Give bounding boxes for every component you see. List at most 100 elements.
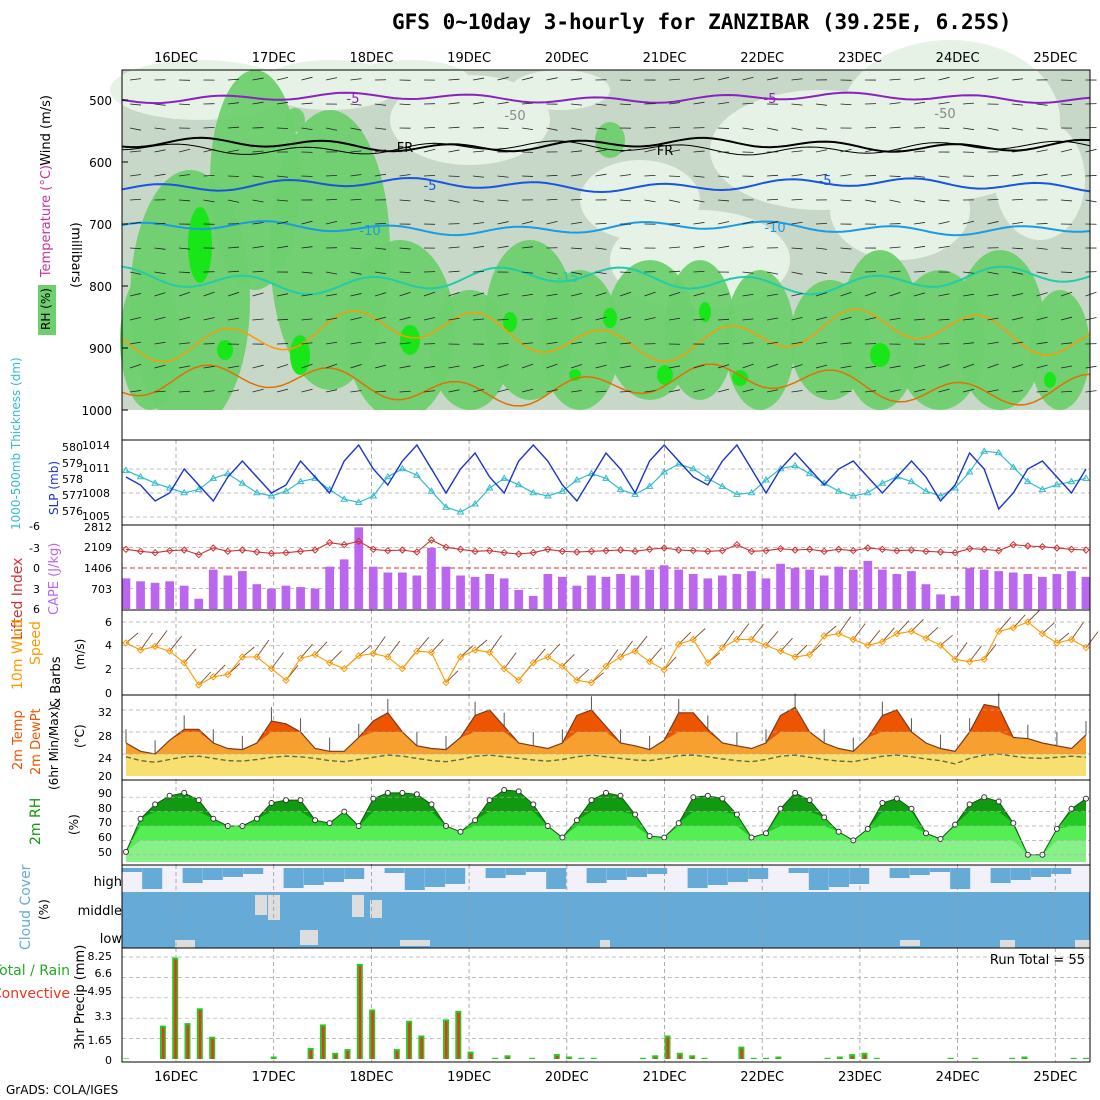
rh2-marker [413, 791, 420, 798]
wind-barb [913, 77, 926, 81]
wind-barb [497, 364, 509, 369]
wind-barb [570, 341, 583, 345]
wind-barb [791, 103, 803, 106]
rh-saturated-region [603, 308, 617, 328]
side-label-wind: Wind (m/s) [39, 95, 54, 166]
rh-saturated-region [503, 312, 517, 332]
wind-barb [129, 198, 142, 201]
wind-speed-marker [733, 635, 741, 644]
wind-barb [227, 102, 240, 105]
date-label-top: 20DEC [545, 51, 589, 66]
wind-barb [1036, 292, 1048, 297]
contour-label: -5 [819, 174, 832, 189]
wind-speed-marker [224, 670, 232, 679]
wind-barb [619, 271, 632, 274]
cloud-high-bar [849, 868, 870, 884]
lifted-index-marker [776, 544, 785, 553]
wind-barb [301, 220, 313, 225]
wind-barb [445, 670, 459, 683]
surface-mask [122, 410, 1090, 440]
thickness-marker [994, 448, 1003, 456]
wind-barb [252, 150, 264, 153]
cloud-high-bar [990, 868, 1011, 883]
wind-barb [227, 126, 240, 129]
wind-barb [546, 127, 558, 131]
precip-bar-convective [161, 1027, 165, 1059]
wind-barb [938, 101, 950, 105]
wind-barb [889, 102, 901, 105]
wind-barb [198, 671, 212, 686]
wind-barb [178, 148, 191, 153]
wind-barb [595, 316, 607, 321]
thickness-marker [1023, 477, 1032, 485]
wind-barb [840, 174, 852, 177]
wind-barb [678, 631, 692, 645]
wind-barb [570, 78, 583, 81]
rh2-marker [384, 789, 391, 796]
rh2-marker [777, 805, 784, 812]
wind-barb [570, 103, 583, 106]
wind-barb [1011, 174, 1024, 177]
cape-bar [1023, 574, 1033, 609]
wind-barb [668, 246, 681, 249]
rh2-axis-unit: (%) [67, 814, 81, 835]
wind-barb [693, 245, 705, 249]
wind-speed-marker [849, 635, 857, 644]
wind-barb [668, 102, 681, 105]
wind-barb [889, 78, 901, 81]
cloud-axis-unit: (%) [37, 899, 51, 920]
wind-barb [644, 126, 656, 129]
cape-bar [485, 574, 494, 609]
rh2-marker [428, 801, 435, 808]
wind-barb [252, 245, 264, 249]
rh2-marker [559, 834, 566, 841]
wind-barb [644, 174, 656, 177]
wind-barb [1071, 622, 1084, 640]
wind-barb [840, 271, 852, 273]
wind-barb [431, 639, 444, 653]
wind-barb [938, 364, 950, 369]
wind-barb [374, 341, 387, 345]
wind-barb [766, 77, 779, 81]
wind-barb [896, 620, 910, 634]
cape-bar [281, 585, 291, 609]
wind-barb [766, 221, 779, 225]
temp-line [125, 703, 1087, 755]
wind-barb [276, 388, 289, 393]
cloud-gap [370, 900, 382, 918]
wind-barb [1011, 127, 1024, 131]
precip-tick-label: 4.95 [88, 985, 113, 998]
wind-barb [154, 292, 166, 297]
cloud-high-bar [1031, 868, 1051, 877]
wind-barb [497, 175, 509, 178]
side-label-temp: Temperature (°C) [39, 165, 54, 278]
wind-barb [840, 342, 852, 345]
cloud-layer-label: high [94, 875, 122, 890]
wind-barb [521, 271, 534, 274]
wind-barb [129, 247, 142, 250]
lifted-index-marker [573, 548, 581, 556]
thickness-marker [878, 479, 887, 486]
cape-bar [383, 572, 393, 609]
wind-barb [938, 343, 950, 345]
rh2-marker [879, 800, 886, 806]
lifted-index-marker [340, 540, 348, 549]
wind-barb [962, 102, 975, 105]
wind-speed-marker [573, 676, 581, 685]
wind-barb [663, 656, 677, 671]
precip-bar-total [775, 1056, 782, 1059]
wind-barb [815, 364, 828, 369]
wind-barb [521, 76, 534, 81]
contour-label: -5 [347, 92, 360, 107]
wind-barb [546, 198, 558, 201]
cloud-high-bar [1010, 868, 1031, 880]
thickness-tick-label: 577 [62, 489, 83, 502]
wind-barb [350, 174, 362, 177]
wind-barb [227, 291, 240, 297]
wind-barb [399, 390, 411, 393]
wind-barb [1042, 622, 1055, 634]
wind-barb [212, 664, 226, 678]
wind-barb [998, 617, 1012, 632]
cape-bar [558, 576, 567, 609]
wind-barb [423, 291, 436, 297]
